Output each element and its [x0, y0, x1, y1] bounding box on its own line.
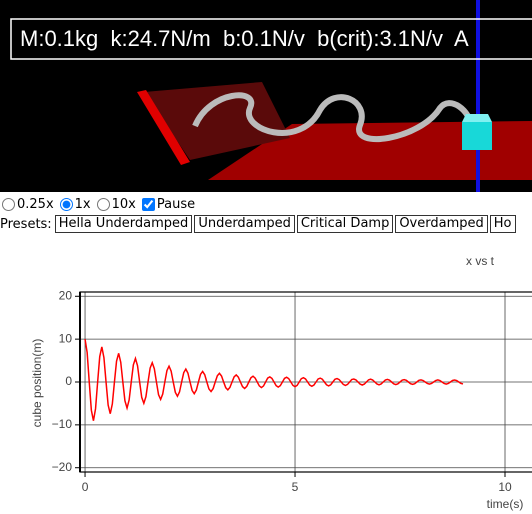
wall-edge	[137, 90, 190, 165]
speed-row: 0.25x 1x 10x Pause	[0, 194, 532, 214]
chart-title: x vs t	[466, 254, 495, 268]
x-tick-label: 0	[82, 480, 89, 494]
preset-button[interactable]: Overdamped	[395, 215, 488, 233]
speed-option[interactable]: 0.25x	[0, 197, 54, 212]
speed-label: 1x	[74, 196, 91, 212]
info-text: M:0.1kg k:24.7N/m b:0.1N/v b(crit):3.1N/…	[20, 26, 469, 51]
preset-button[interactable]: Critical Damp	[296, 215, 394, 233]
chart: x vs t cube position(m) time(s) −20 −10 0 1…	[30, 254, 532, 511]
cube-top	[462, 114, 492, 122]
controls: 0.25x 1x 10x Pause Presets: Hella Underd…	[0, 194, 532, 234]
floor	[208, 121, 532, 180]
checkbox[interactable]	[141, 197, 155, 211]
y-tick-label: 20	[59, 288, 73, 302]
pause-label: Pause	[156, 196, 196, 212]
preset-button[interactable]: Ho	[489, 215, 516, 233]
y-tick-label: 0	[65, 374, 72, 388]
x-axis-label: time(s)	[487, 497, 524, 511]
scene-view: M:0.1kg k:24.7N/m b:0.1N/v b(crit):3.1N/…	[0, 0, 532, 192]
pause-option[interactable]: Pause	[140, 197, 195, 212]
y-tick-label: −10	[52, 417, 73, 431]
x-tick-label: 5	[292, 480, 299, 494]
preset-button[interactable]: Hella Underdamped	[54, 215, 193, 233]
speed-label: 10x	[111, 196, 136, 212]
speed-option[interactable]: 1x	[58, 197, 91, 212]
speed-label: 0.25x	[17, 196, 54, 212]
speed-option[interactable]: 10x	[95, 197, 136, 212]
presets-row: Presets: Hella Underdamped Underdamped C…	[0, 214, 532, 234]
y-tick-label: −20	[52, 460, 73, 474]
cube	[462, 122, 492, 150]
spring	[192, 92, 475, 142]
radio[interactable]	[96, 197, 110, 211]
preset-button[interactable]: Underdamped	[194, 215, 295, 233]
radio[interactable]	[2, 197, 15, 211]
y-axis-label: cube position(m)	[30, 339, 44, 428]
data-line	[84, 339, 464, 421]
info-box	[10, 18, 532, 60]
x-tick-label: 10	[498, 480, 512, 494]
radio[interactable]	[59, 197, 73, 211]
presets-label: Presets:	[0, 216, 52, 232]
y-tick-label: 10	[59, 331, 73, 345]
